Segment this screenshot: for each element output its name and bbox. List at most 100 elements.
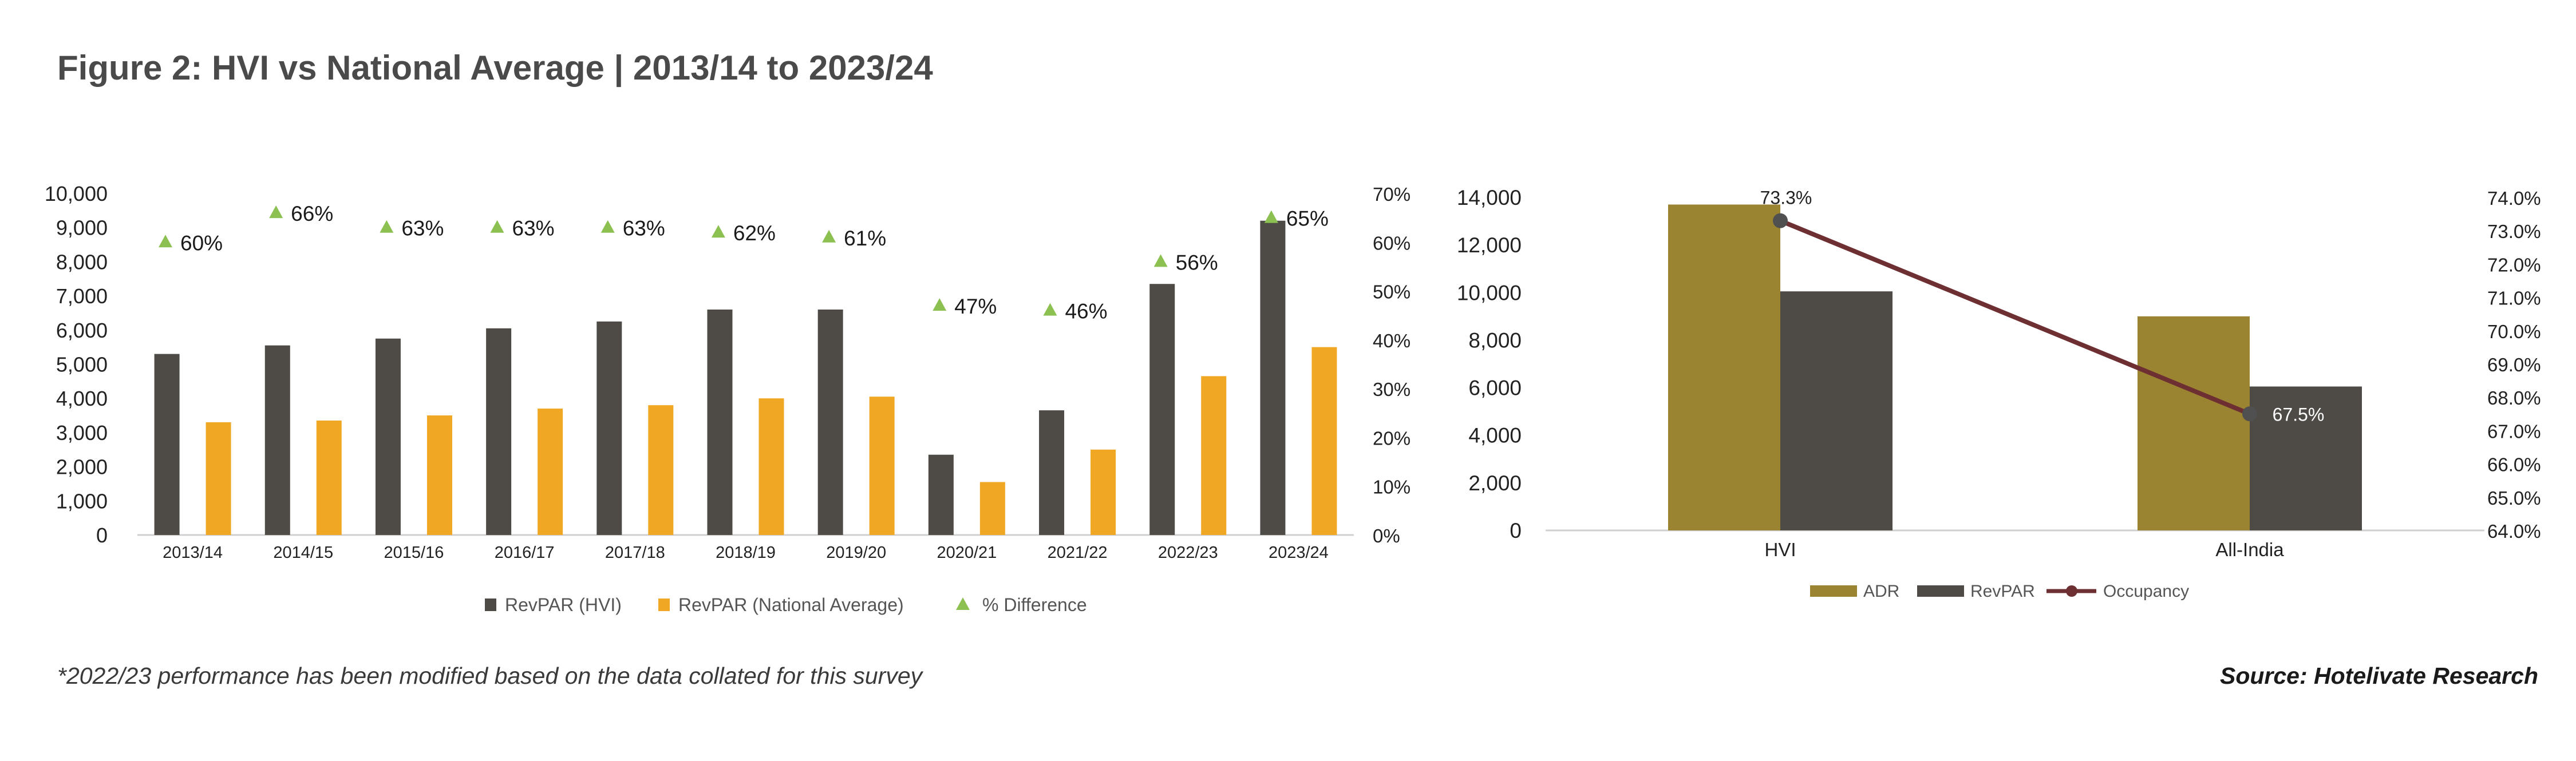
x-tick-label: HVI [1764,539,1796,560]
bar-revpar-hvi [817,309,843,535]
y-tick-label: 0 [1510,519,1522,542]
chart1-legend: RevPAR (HVI) RevPAR (National Average) % D… [485,594,1087,615]
pct-difference-marker [933,298,947,311]
legend-label-pct-difference: % Difference [982,594,1087,615]
bar-revpar-national [426,415,452,535]
y-tick-label: 6,000 [1468,376,1522,400]
pct-difference-label: 63% [623,217,665,240]
bar-group [1260,220,1337,535]
bar-revpar-hvi [1260,220,1286,535]
y2-tick-label: 74.0% [2487,188,2541,209]
y2-tick-label: 50% [1373,282,1411,303]
bar-revpar-hvi [264,345,290,535]
pct-difference-label: 60% [180,231,223,255]
pct-difference-marker [490,220,504,233]
y-tick-label: 2,000 [56,455,108,479]
x-tick-label: 2021/22 [1048,544,1108,562]
figure-title: Figure 2: HVI vs National Average | 2013… [57,49,933,87]
y2-tick-label: 66.0% [2487,454,2541,475]
pct-difference-label: 66% [291,202,333,225]
bar-revpar-national [758,398,784,535]
pct-difference-label: 61% [844,227,886,250]
x-tick-label: 2015/16 [384,544,444,562]
pct-difference-marker [159,235,172,248]
y-tick-label: 6,000 [56,319,108,342]
y-tick-label: 14,000 [1457,186,1522,209]
legend-label-revpar-hvi: RevPAR (HVI) [505,594,622,615]
y-tick-label: 12,000 [1457,233,1522,257]
y2-tick-label: 30% [1373,379,1411,400]
pct-difference-label: 62% [733,221,776,245]
y2-tick-label: 64.0% [2487,521,2541,542]
legend-label-adr: ADR [1863,582,1899,601]
y-tick-label: 8,000 [1468,328,1522,352]
legend-label-revpar-national: RevPAR (National Average) [678,594,904,615]
x-tick-label: 2020/21 [937,544,997,562]
pct-difference-marker [711,225,725,238]
bar-group [596,321,674,535]
bar-group [264,345,342,535]
x-tick-label: 2016/17 [495,544,555,562]
occupancy-point [2242,406,2257,422]
x-tick-label: 2022/23 [1158,544,1218,562]
y2-tick-label: 0% [1373,525,1400,546]
y-tick-label: 9,000 [56,216,108,240]
y-tick-label: 4,000 [1468,424,1522,447]
bar-revpar-national [1091,449,1116,535]
bar-revpar-national [316,421,342,535]
y-tick-label: 10,000 [1457,281,1522,304]
y2-tick-label: 65.0% [2487,487,2541,509]
bar-revpar-national [538,409,563,535]
x-tick-label: All-India [2215,539,2284,560]
bar-adr [1668,204,1780,530]
y2-tick-label: 60% [1373,232,1411,253]
pct-difference-label: 63% [401,217,444,240]
bar-group [154,354,231,535]
bar-revpar [1780,291,1893,530]
pct-difference-marker [380,220,394,233]
bar-revpar-national [979,482,1005,535]
x-tick-label: 2017/18 [605,544,665,562]
x-tick-label: 2014/15 [273,544,333,562]
y2-tick-label: 10% [1373,477,1411,498]
x-tick-label: 2023/24 [1269,544,1329,562]
pct-difference-marker [822,229,836,243]
y-tick-label: 4,000 [56,387,108,410]
bar-group [486,328,563,535]
y-tick-label: 10,000 [45,182,108,205]
chart2-legend: ADR RevPAR Occupancy [1810,582,2189,601]
bar-revpar-national [648,405,674,535]
y-tick-label: 0 [96,524,108,547]
pct-difference-marker [600,220,615,233]
pct-difference-label: 47% [954,295,997,318]
bar-group [817,309,895,535]
legend-swatch-revpar-national [658,599,670,611]
bar-revpar-hvi [1149,284,1175,535]
bar-revpar-national [1311,347,1337,535]
bar-group [707,309,784,535]
occupancy-point [1773,213,1788,228]
y-tick-label: 3,000 [56,421,108,445]
pct-difference-label: 65% [1286,207,1329,231]
bar-revpar-national [1201,376,1227,535]
y2-tick-label: 73.0% [2487,221,2541,242]
bar-adr [2138,316,2250,530]
y-tick-label: 8,000 [56,250,108,274]
y2-tick-label: 68.0% [2487,387,2541,409]
legend-swatch-adr [1810,585,1857,597]
bar-group [1668,204,1893,530]
bar-group [1039,410,1116,535]
y-tick-label: 7,000 [56,284,108,308]
bar-group [2138,316,2362,530]
pct-difference-marker [269,205,283,219]
legend-swatch-revpar-hvi [485,599,496,611]
bar-revpar-national [869,397,895,535]
source-note: Source: Hotelivate Research [2219,663,2538,689]
bar-revpar [2250,386,2362,530]
bar-revpar-national [206,422,231,535]
bar-revpar-hvi [596,321,622,535]
x-tick-label: 2018/19 [716,544,776,562]
bar-revpar-hvi [1039,410,1065,535]
footnote: *2022/23 performance has been modified b… [57,663,923,689]
